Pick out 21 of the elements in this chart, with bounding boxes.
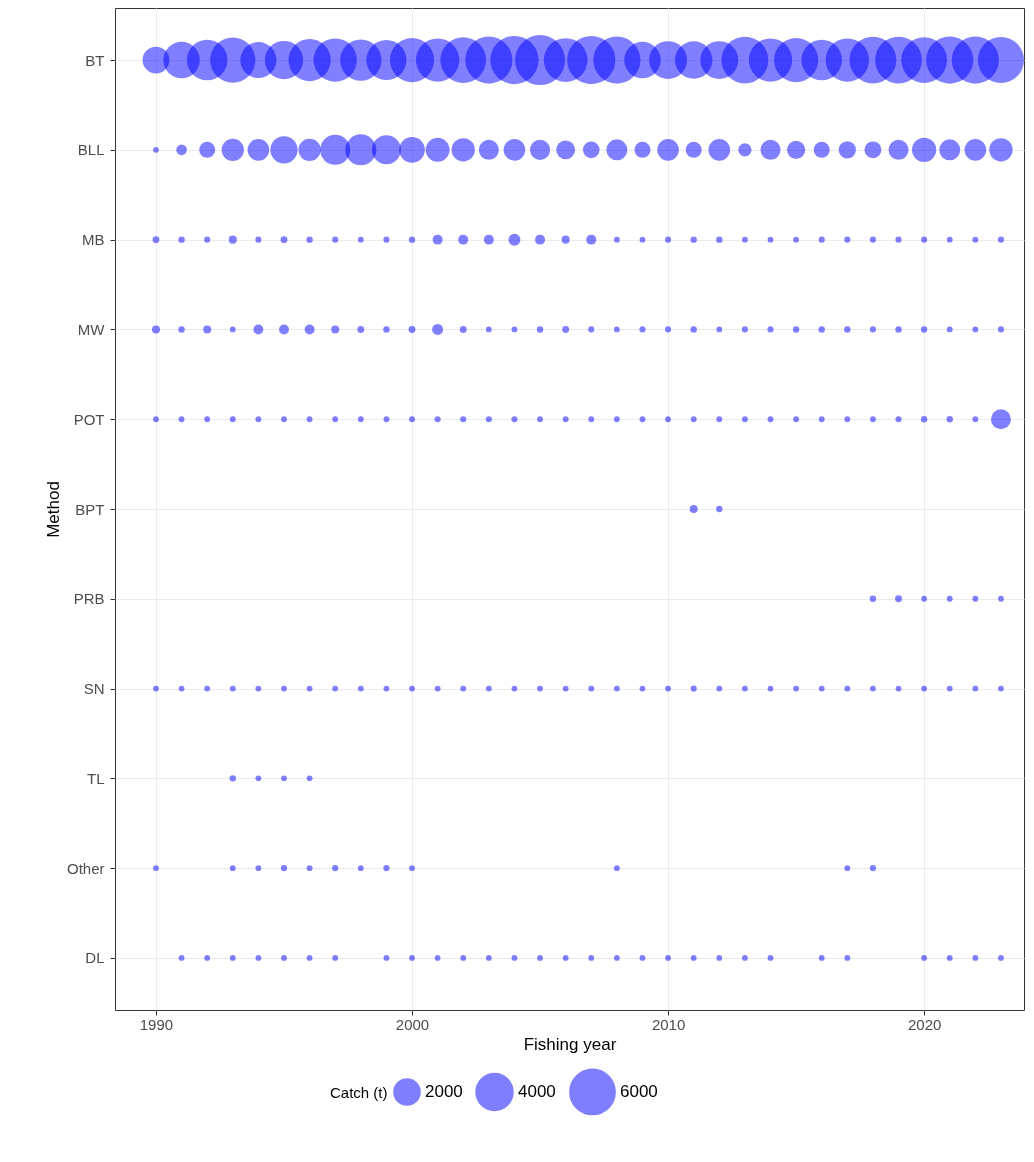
y-tick-label: MW: [77, 320, 106, 338]
y-axis-title: Method: [43, 481, 63, 538]
y-tick-label: Other: [66, 859, 105, 877]
x-tick-label: 2010: [651, 1015, 686, 1033]
legend-label: 2000: [425, 1081, 463, 1101]
legend-label: 4000: [518, 1082, 556, 1101]
legend-title: Catch (t): [330, 1084, 388, 1101]
y-tick-label: BPT: [75, 500, 105, 518]
x-tick-label: 2020: [907, 1015, 942, 1033]
legend-label: 6000: [620, 1081, 658, 1101]
y-tick-label: PRB: [73, 590, 105, 608]
y-tick-label: SN: [83, 680, 105, 698]
x-tick-label: 1990: [139, 1015, 174, 1033]
x-axis-title: Fishing year: [523, 1034, 617, 1054]
y-tick-label: POT: [73, 410, 105, 428]
y-tick-label: BT: [85, 51, 105, 69]
y-tick-label: TL: [86, 769, 105, 787]
x-tick-label: 2000: [395, 1015, 430, 1033]
y-tick-label: DL: [85, 949, 105, 967]
y-tick-label: MB: [82, 231, 105, 249]
y-tick-label: BLL: [77, 141, 105, 159]
